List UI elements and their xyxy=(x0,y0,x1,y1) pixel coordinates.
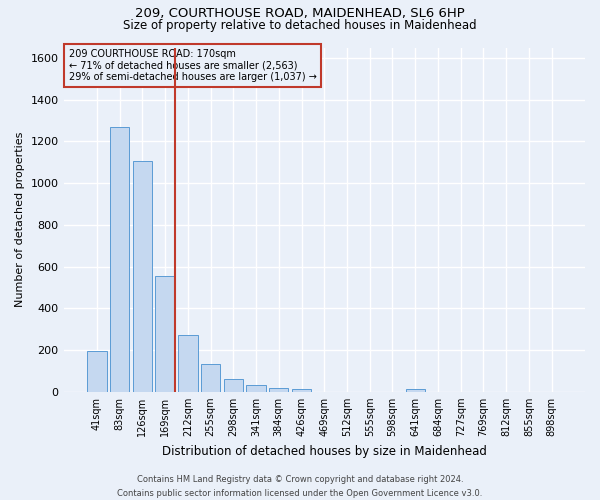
Bar xyxy=(201,364,220,392)
Bar xyxy=(247,384,266,392)
Bar xyxy=(269,388,289,392)
Bar xyxy=(292,390,311,392)
Bar xyxy=(87,350,107,392)
Text: 209, COURTHOUSE ROAD, MAIDENHEAD, SL6 6HP: 209, COURTHOUSE ROAD, MAIDENHEAD, SL6 6H… xyxy=(135,8,465,20)
Bar xyxy=(110,127,130,392)
Bar xyxy=(224,379,243,392)
Bar xyxy=(406,390,425,392)
Bar xyxy=(133,161,152,392)
Text: 209 COURTHOUSE ROAD: 170sqm
← 71% of detached houses are smaller (2,563)
29% of : 209 COURTHOUSE ROAD: 170sqm ← 71% of det… xyxy=(69,49,317,82)
Text: Contains HM Land Registry data © Crown copyright and database right 2024.
Contai: Contains HM Land Registry data © Crown c… xyxy=(118,476,482,498)
X-axis label: Distribution of detached houses by size in Maidenhead: Distribution of detached houses by size … xyxy=(162,444,487,458)
Y-axis label: Number of detached properties: Number of detached properties xyxy=(15,132,25,308)
Bar xyxy=(155,276,175,392)
Text: Size of property relative to detached houses in Maidenhead: Size of property relative to detached ho… xyxy=(123,19,477,32)
Bar xyxy=(178,336,197,392)
